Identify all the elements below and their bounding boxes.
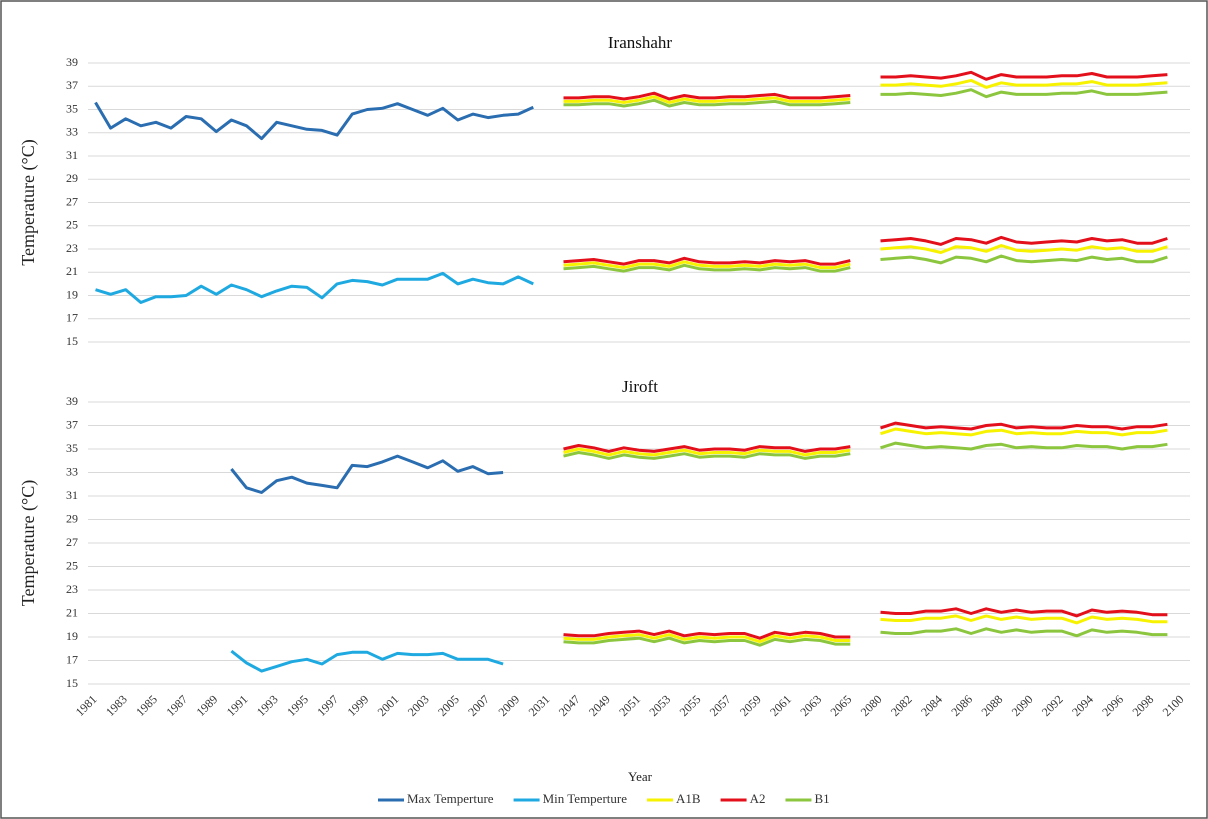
y-tick-label: 25 bbox=[66, 218, 78, 232]
legend-label: Min Temperture bbox=[543, 791, 628, 806]
series-line bbox=[563, 70, 1168, 101]
y-axis-label: Temperature (°C) bbox=[18, 139, 39, 265]
y-tick-label: 35 bbox=[66, 441, 78, 455]
y-tick-label: 19 bbox=[66, 629, 78, 643]
y-tick-label: 35 bbox=[66, 101, 78, 115]
series-line bbox=[563, 88, 1168, 108]
series-line bbox=[563, 427, 1168, 457]
y-tick-label: 17 bbox=[66, 311, 78, 325]
y-tick-label: 23 bbox=[66, 241, 78, 255]
y-tick-label: 29 bbox=[66, 511, 78, 525]
y-tick-label: 31 bbox=[66, 148, 78, 162]
legend-label: A1B bbox=[676, 791, 701, 806]
y-tick-label: 39 bbox=[66, 55, 78, 69]
legend-label: Max Temperture bbox=[407, 791, 494, 806]
series-line bbox=[563, 235, 1168, 266]
y-tick-label: 23 bbox=[66, 582, 78, 596]
series-line bbox=[230, 649, 504, 673]
series-line bbox=[563, 614, 1168, 644]
y-tick-label: 33 bbox=[66, 125, 78, 139]
series-line bbox=[563, 421, 1168, 453]
y-tick-label: 17 bbox=[66, 652, 78, 666]
y-tick-label: 37 bbox=[66, 78, 78, 92]
y-tick-label: 33 bbox=[66, 464, 78, 478]
x-axis-label: Year bbox=[628, 769, 653, 784]
series-line bbox=[563, 244, 1168, 270]
y-tick-label: 19 bbox=[66, 287, 78, 301]
y-tick-label: 27 bbox=[66, 535, 78, 549]
y-axis-label: Temperature (°C) bbox=[18, 480, 39, 606]
series-line bbox=[563, 607, 1168, 640]
y-tick-label: 15 bbox=[66, 334, 78, 348]
series-line bbox=[563, 254, 1168, 273]
series-line bbox=[230, 454, 504, 494]
panel-title: Iranshahr bbox=[608, 33, 673, 52]
panel-title: Jiroft bbox=[622, 377, 658, 396]
legend-label: B1 bbox=[814, 791, 829, 806]
legend-label: A2 bbox=[750, 791, 766, 806]
y-tick-label: 21 bbox=[66, 605, 78, 619]
series-line bbox=[95, 271, 534, 304]
y-tick-label: 31 bbox=[66, 488, 78, 502]
series-line bbox=[563, 627, 1168, 647]
y-tick-label: 29 bbox=[66, 171, 78, 185]
series-line bbox=[94, 101, 534, 141]
y-tick-label: 37 bbox=[66, 417, 78, 431]
series-line bbox=[563, 441, 1168, 460]
y-tick-label: 39 bbox=[66, 394, 78, 408]
series-line bbox=[563, 78, 1168, 104]
y-tick-label: 25 bbox=[66, 558, 78, 572]
y-tick-label: 21 bbox=[66, 264, 78, 278]
y-tick-label: 27 bbox=[66, 194, 78, 208]
y-tick-label: 15 bbox=[66, 676, 78, 690]
